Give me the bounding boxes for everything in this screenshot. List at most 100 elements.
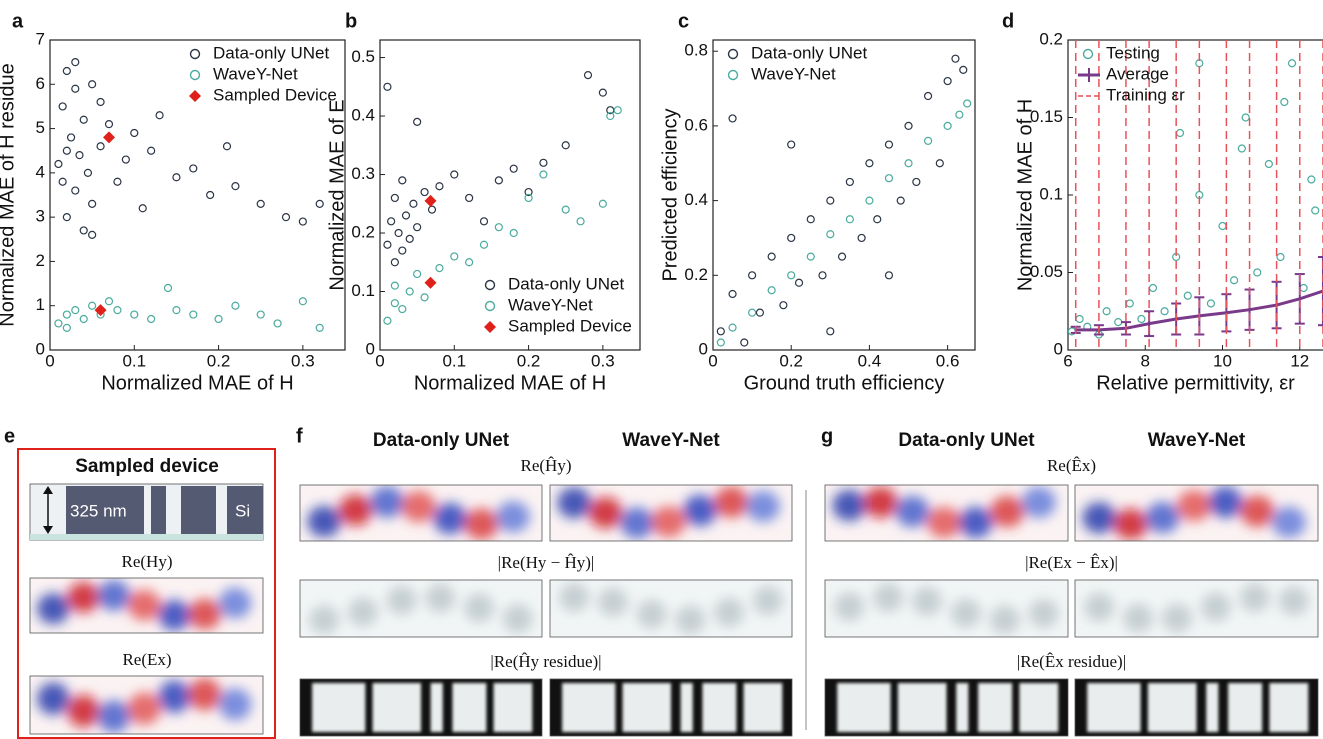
point xyxy=(298,217,307,226)
x-axis-label: Ground truth efficiency xyxy=(744,372,945,394)
field-blobs xyxy=(307,486,530,540)
point xyxy=(826,327,835,336)
point xyxy=(845,177,854,187)
point xyxy=(865,159,874,168)
y-tick-label: 0.2 xyxy=(684,265,708,284)
y-tick-label: 3 xyxy=(36,207,45,226)
point xyxy=(138,204,147,213)
blob xyxy=(158,680,191,713)
plot-frame xyxy=(379,39,641,351)
point xyxy=(1102,307,1111,316)
field-blobs xyxy=(832,486,1056,539)
point xyxy=(539,158,548,167)
block xyxy=(1269,683,1309,732)
blob xyxy=(834,592,864,621)
point xyxy=(561,205,570,214)
point xyxy=(413,223,422,232)
block xyxy=(493,683,533,732)
point xyxy=(1311,206,1320,215)
field-frame xyxy=(299,579,543,638)
point xyxy=(147,314,156,324)
field-map xyxy=(824,678,1069,737)
point xyxy=(315,199,324,208)
x-axis-label: Normalized MAE of H xyxy=(414,372,606,394)
y-axis-label: Normalized MAE of E xyxy=(326,99,348,290)
point xyxy=(281,213,291,222)
point xyxy=(904,159,913,168)
legend-label: Testing xyxy=(1106,43,1160,62)
y-tick-label: 2 xyxy=(36,251,45,270)
blob xyxy=(309,605,339,635)
point xyxy=(398,304,407,314)
point xyxy=(884,271,894,280)
y-tick-label: 0.4 xyxy=(351,106,375,125)
field-label: Re(Ex) xyxy=(122,650,171,669)
field-map xyxy=(299,579,543,638)
legend-symbol xyxy=(727,69,739,81)
field-blocks xyxy=(312,683,533,732)
point xyxy=(104,297,114,306)
blob xyxy=(1084,592,1114,622)
field-content xyxy=(1075,679,1318,736)
x-tick-label: 0 xyxy=(375,351,384,370)
point xyxy=(121,155,130,164)
y-tick-label: 0.1 xyxy=(351,281,375,300)
point xyxy=(62,213,71,222)
legend-label: WaveY-Net xyxy=(213,64,298,83)
legend-label: Data-only UNet xyxy=(213,43,329,62)
blob xyxy=(1208,486,1243,518)
si-block xyxy=(181,486,216,534)
point xyxy=(1206,299,1216,308)
point xyxy=(1114,318,1123,327)
blob xyxy=(188,677,222,711)
point xyxy=(96,142,105,151)
field-blocks xyxy=(1087,683,1309,732)
plot-frame xyxy=(712,39,976,351)
y-axis-label: Predicted efficiency xyxy=(659,108,681,281)
chart-2: c 0 0.2 0.4 0.6 0 0.2 0.4 0.6 0.8 Ground truth eff… xyxy=(659,10,976,394)
y-axis-label: Normalized MAE of H residue xyxy=(0,63,18,326)
legend-label: Sampled Device xyxy=(213,85,337,104)
point xyxy=(1280,97,1289,107)
point xyxy=(1075,314,1084,324)
field-blobs xyxy=(1084,583,1309,633)
x-tick-label: 0.1 xyxy=(122,351,146,370)
point xyxy=(826,196,835,205)
point xyxy=(130,310,139,319)
blob xyxy=(637,600,667,629)
field-map xyxy=(29,675,264,735)
point xyxy=(728,289,737,299)
point xyxy=(147,146,156,155)
blob xyxy=(863,486,898,519)
point xyxy=(83,168,93,177)
column-header: WaveY-Net xyxy=(1148,430,1246,451)
blob xyxy=(651,506,686,538)
blob xyxy=(895,495,930,528)
point xyxy=(383,240,392,249)
point xyxy=(79,115,88,124)
block xyxy=(897,683,947,732)
point xyxy=(62,146,71,155)
x-tick-label: 0.6 xyxy=(936,351,960,370)
point xyxy=(904,121,913,131)
legend-label: Training εr xyxy=(1106,85,1185,104)
block xyxy=(1206,683,1219,732)
blob xyxy=(714,598,744,627)
point xyxy=(884,140,894,149)
legend-symbol xyxy=(1082,48,1094,60)
field-frame xyxy=(549,678,793,737)
point xyxy=(427,205,437,214)
blob xyxy=(557,487,592,519)
blob xyxy=(503,604,533,633)
field-map xyxy=(29,577,264,634)
legend-symbol xyxy=(484,279,496,291)
field-bg xyxy=(825,580,1068,637)
chart-0: a 0 0.1 0.2 0.3 0 1 2 3 4 5 6 7 Normalized MAE of H No… xyxy=(0,10,346,394)
block xyxy=(372,683,421,732)
point xyxy=(1253,268,1262,277)
point xyxy=(130,128,139,138)
field-frame xyxy=(299,484,543,542)
point xyxy=(479,217,489,226)
block xyxy=(1147,683,1197,732)
sampled-point xyxy=(424,194,437,207)
